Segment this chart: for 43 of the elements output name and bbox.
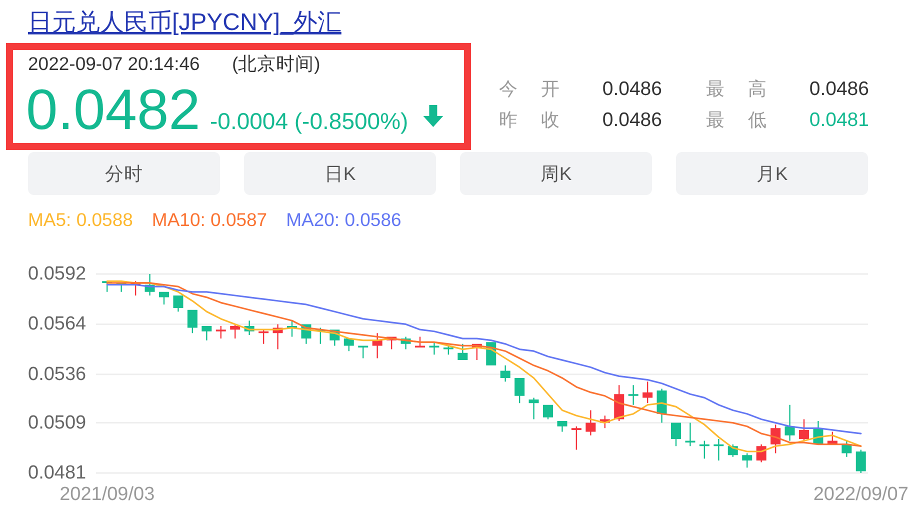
candlestick xyxy=(685,422,696,446)
text: 今 开 xyxy=(499,78,560,99)
candlestick xyxy=(358,346,368,358)
text: 0.0486 xyxy=(809,78,869,100)
y-tick-label: 0.0481 xyxy=(28,462,86,484)
text: (北京时间) xyxy=(232,53,320,74)
y-tick-label: 0.0536 xyxy=(28,364,86,385)
chart-title: 日元兑人民币[JPYCNY]_外汇 xyxy=(28,9,342,36)
candlestick xyxy=(443,346,454,355)
y-tick-label: 0.0592 xyxy=(28,264,86,284)
text: 0.0482 xyxy=(26,78,200,142)
text: 分时 xyxy=(105,163,143,184)
text: 0.0486 xyxy=(602,109,662,131)
text: 2022-09-07 20:14:46 xyxy=(28,53,200,74)
text: MA10: 0.0587 xyxy=(152,209,268,230)
text: MA5: 0.0588 xyxy=(28,209,133,230)
candlestick xyxy=(500,365,510,382)
x-tick-label: 2022/09/07 xyxy=(813,484,908,505)
text: 0.0481 xyxy=(809,109,869,131)
candlestick xyxy=(571,426,582,450)
candlestick xyxy=(216,326,226,339)
text: 0.0486 xyxy=(602,78,662,100)
candlestick xyxy=(628,385,638,405)
x-tick-label: 2021/09/03 xyxy=(60,484,155,505)
text: 昨 收 xyxy=(499,109,560,130)
y-tick-label: 0.0509 xyxy=(28,412,86,434)
candlestick xyxy=(557,421,568,432)
text: 最 高 xyxy=(706,78,767,99)
text: 日K xyxy=(324,163,356,184)
candlestick xyxy=(159,292,169,304)
text: MA20: 0.0586 xyxy=(286,209,402,230)
candlestick xyxy=(784,404,795,441)
y-tick-label: 0.0564 xyxy=(28,314,87,335)
text: 最 低 xyxy=(706,109,767,130)
candlestick xyxy=(429,342,440,355)
candlestick xyxy=(173,296,184,312)
candlestick xyxy=(586,410,596,436)
candlestick xyxy=(714,438,724,460)
text: -0.0004 (-0.8500%) xyxy=(210,108,408,134)
candlestick xyxy=(202,326,212,340)
text: 周K xyxy=(540,163,572,184)
candlestick xyxy=(528,398,539,420)
text: 月K xyxy=(756,163,788,184)
